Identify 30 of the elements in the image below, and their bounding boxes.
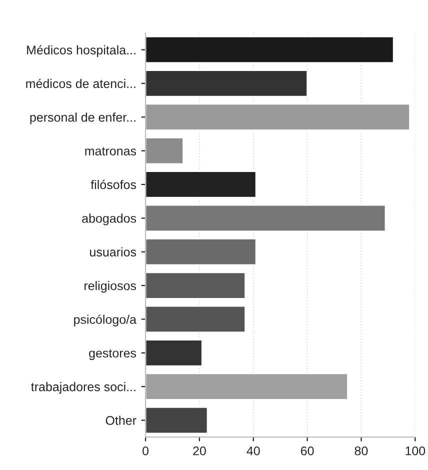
x-tick-label: 100 xyxy=(406,446,426,456)
bar xyxy=(146,204,386,232)
y-tick-label: matronas xyxy=(85,147,136,156)
bar xyxy=(146,36,394,64)
y-tick-label: médicos de atenci... xyxy=(26,78,136,88)
y-tick-label: Médicos hospitala... xyxy=(27,45,136,57)
y-tick-label: abogados xyxy=(82,214,136,226)
bar xyxy=(146,272,246,300)
y-tick-label: religiosos xyxy=(84,280,136,293)
bar xyxy=(146,406,208,434)
x-tick-label: 0 xyxy=(142,446,149,456)
x-tick-label: 60 xyxy=(300,446,314,456)
y-tick-label: personal de enfer... xyxy=(30,112,136,124)
bar xyxy=(146,136,184,165)
bar xyxy=(146,305,246,334)
y-tick-label: filósofos xyxy=(90,180,136,190)
y-tick-label: usuarios xyxy=(90,247,136,256)
y-tick-label: Other xyxy=(106,416,136,425)
bar xyxy=(146,238,257,266)
bar xyxy=(146,70,308,98)
y-tick-label: psicólogo/a xyxy=(74,314,136,326)
bar xyxy=(146,372,348,400)
x-tick-label: 40 xyxy=(246,446,260,456)
bar xyxy=(146,103,410,131)
y-tick-label: gestores xyxy=(89,349,136,360)
bar xyxy=(146,170,257,198)
bar xyxy=(146,339,203,367)
x-tick-label: 80 xyxy=(354,446,368,456)
y-tick-label: trabajadores soci... xyxy=(31,382,136,394)
x-tick-label: 20 xyxy=(193,446,206,456)
